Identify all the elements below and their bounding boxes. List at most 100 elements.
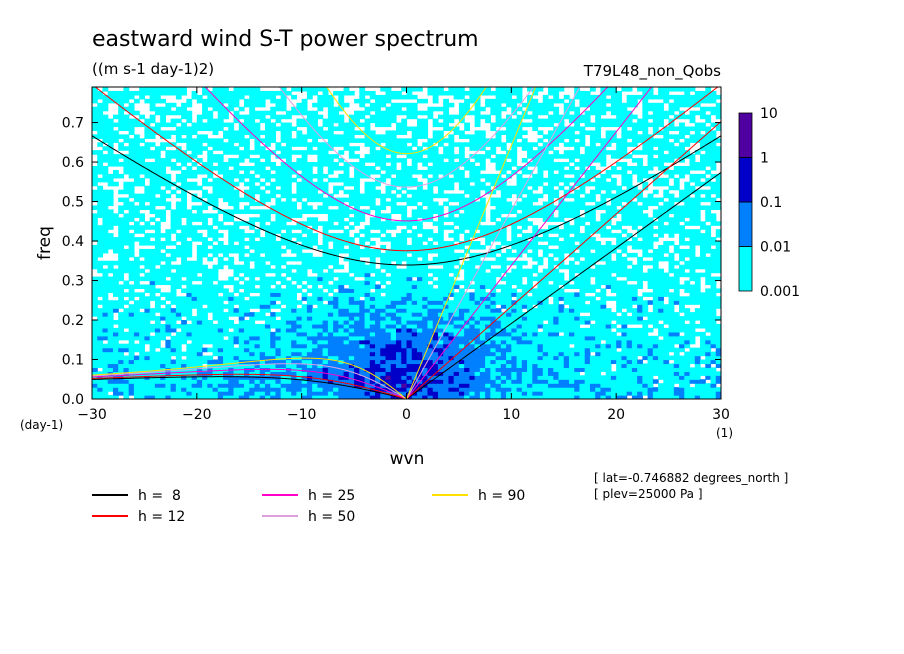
power-cell (238, 316, 245, 321)
power-cell (490, 391, 497, 396)
power-cell (280, 323, 287, 329)
power-cell (249, 312, 256, 317)
power-cell (217, 241, 224, 246)
power-cell (453, 154, 460, 159)
power-cell (254, 150, 261, 155)
power-cell (254, 391, 261, 396)
power-cell (165, 347, 172, 353)
power-cell (380, 110, 387, 116)
power-cell (422, 197, 429, 203)
power-cell (107, 162, 114, 167)
power-cell (385, 284, 392, 290)
power-cell (453, 237, 460, 242)
power-cell (191, 260, 198, 266)
power-cell (196, 94, 203, 100)
power-cell (396, 383, 402, 388)
power-cell (338, 185, 345, 191)
power-cell (490, 237, 497, 242)
power-cell (170, 363, 177, 369)
power-cell (128, 217, 135, 222)
power-cell (259, 146, 266, 151)
power-cell (233, 371, 240, 376)
power-cell (506, 320, 512, 325)
power-cell (338, 237, 345, 242)
power-cell (139, 284, 146, 290)
power-cell (128, 110, 135, 116)
power-cell (92, 87, 98, 92)
power-cell (275, 102, 282, 108)
power-cell (359, 260, 366, 266)
power-cell (244, 288, 250, 293)
power-cell (92, 177, 98, 183)
power-cell (443, 154, 450, 159)
power-cell (322, 118, 329, 124)
power-cell (464, 335, 470, 341)
power-cell (207, 154, 214, 159)
power-cell (264, 395, 271, 399)
power-cell (154, 327, 161, 333)
power-cell (139, 241, 146, 246)
power-cell (196, 225, 203, 230)
power-cell (401, 347, 408, 353)
power-cell (317, 102, 324, 108)
power-cell (485, 355, 491, 361)
power-cell (133, 383, 140, 388)
power-cell (223, 391, 229, 396)
power-cell (474, 244, 481, 250)
power-cell (123, 335, 130, 341)
power-cell (406, 110, 413, 116)
power-cell (396, 90, 402, 96)
power-cell (118, 126, 125, 132)
power-cell (212, 363, 219, 369)
power-cell (280, 256, 287, 262)
power-cell (112, 122, 119, 128)
power-cell (102, 154, 109, 159)
power-cell (207, 280, 214, 286)
power-cell (165, 323, 172, 329)
power-cell (443, 264, 450, 270)
power-cell (254, 304, 261, 309)
power-cell (359, 248, 366, 254)
power-cell (280, 146, 287, 151)
power-cell (427, 367, 434, 372)
power-cell (396, 359, 402, 365)
power-cell (380, 347, 387, 353)
power-cell (448, 177, 455, 183)
power-cell (448, 90, 455, 96)
power-cell (322, 359, 329, 365)
power-cell (249, 272, 256, 278)
power-cell (453, 347, 460, 353)
power-cell (401, 122, 408, 128)
power-cell (317, 154, 324, 159)
power-cell (149, 276, 156, 282)
power-cell (375, 221, 381, 226)
power-cell (217, 110, 224, 116)
power-cell (511, 327, 518, 333)
power-cell (254, 268, 261, 274)
power-cell (396, 110, 402, 116)
power-cell (207, 335, 214, 341)
power-cell (123, 221, 130, 226)
power-cell (254, 229, 261, 234)
power-cell (464, 272, 470, 278)
power-cell (191, 162, 198, 167)
power-cell (396, 122, 402, 128)
power-cell (165, 331, 172, 337)
power-cell (495, 367, 502, 372)
power-cell (207, 375, 214, 380)
power-cell (401, 379, 408, 384)
power-cell (485, 189, 491, 195)
power-cell (453, 292, 460, 297)
power-cell (102, 296, 109, 301)
power-cell (380, 252, 387, 258)
power-cell (385, 201, 392, 207)
power-cell (485, 343, 491, 349)
power-cell (175, 193, 182, 199)
power-cell (212, 98, 219, 104)
power-cell (301, 225, 308, 230)
power-cell (348, 288, 355, 293)
power-cell (411, 339, 418, 345)
power-cell (264, 359, 271, 365)
power-cell (202, 134, 208, 139)
power-cell (500, 320, 507, 325)
